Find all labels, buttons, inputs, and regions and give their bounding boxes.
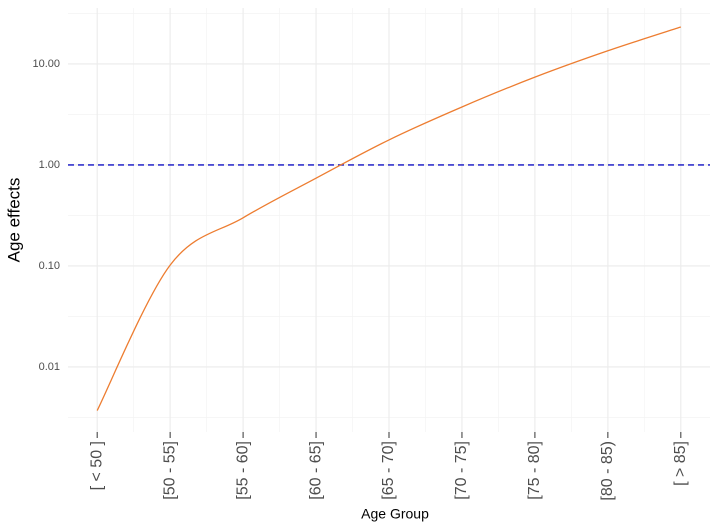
x-tick-label: [55 - 60] <box>234 441 251 500</box>
y-tick-label: 0.01 <box>39 361 60 373</box>
x-tick-label: [80 - 85) <box>599 441 616 501</box>
x-tick-label: [50 - 55] <box>161 441 178 500</box>
line <box>96 26 682 411</box>
y-tick-label: 1.00 <box>39 159 60 171</box>
x-tick-label: [ > 85] <box>672 441 689 486</box>
y-tick-label: 0.10 <box>39 260 60 272</box>
x-tick-label: [65 - 70] <box>380 441 397 500</box>
x-tick-label: [60 - 65] <box>307 441 324 500</box>
x-tick-label: [ < 50 ] <box>88 441 105 490</box>
x-tick-label: [70 - 75] <box>453 441 470 500</box>
y-tick-label: 10.00 <box>32 58 60 70</box>
x-tick-label: [75 - 80] <box>526 441 543 500</box>
x-axis-title: Age Group <box>361 506 429 522</box>
y-axis-title: Age effects <box>4 178 23 263</box>
